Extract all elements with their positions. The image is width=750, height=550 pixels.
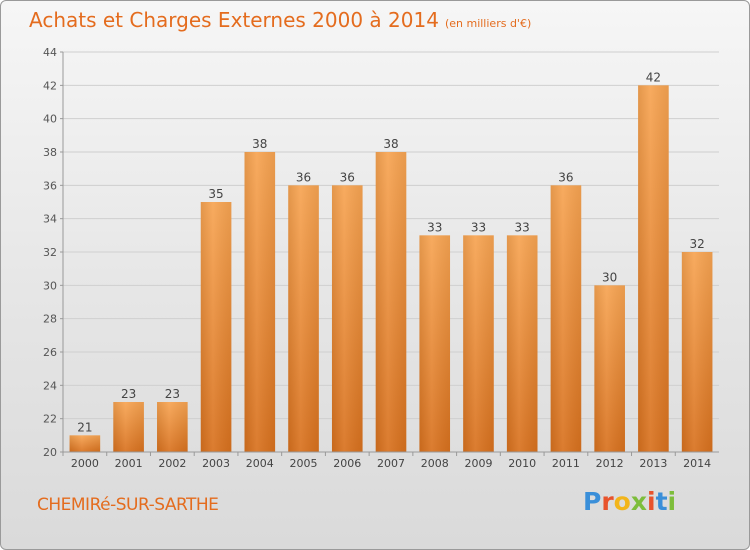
y-tick-label: 30 [43, 279, 57, 292]
x-tick-label: 2007 [377, 457, 405, 470]
bar-shading [506, 235, 538, 452]
bar-shading [200, 202, 232, 452]
bar-shading [157, 402, 188, 452]
x-tick-label: 2002 [158, 457, 186, 470]
data-label: 42 [646, 70, 661, 84]
data-label: 33 [471, 220, 486, 234]
bar-shading [638, 85, 669, 452]
y-tick-label: 36 [43, 179, 57, 192]
logo-letter: P [583, 487, 602, 516]
chart-subtitle: (en milliers d'€) [444, 17, 532, 30]
x-tick-label: 2003 [202, 457, 230, 470]
x-tick-label: 2001 [115, 457, 143, 470]
logo-letter: i [647, 487, 656, 516]
proxiti-logo: Proxiti [583, 487, 676, 516]
x-tick-label: 2009 [464, 457, 492, 470]
data-label: 36 [340, 170, 355, 184]
y-tick-label: 38 [43, 146, 57, 159]
bar-shading [550, 185, 582, 453]
y-tick-label: 44 [43, 46, 57, 59]
y-tick-label: 24 [43, 379, 57, 392]
x-tick-label: 2011 [552, 457, 580, 470]
data-label: 23 [165, 387, 180, 401]
x-tick-label: 2008 [421, 457, 449, 470]
y-tick-label: 20 [43, 446, 57, 459]
chart-title: Achats et Charges Externes 2000 à 2014 (e… [29, 8, 531, 32]
data-label: 23 [121, 387, 136, 401]
data-label: 36 [558, 170, 573, 184]
y-tick-label: 42 [43, 79, 57, 92]
bar-shading [375, 152, 407, 452]
x-tick-label: 2006 [333, 457, 361, 470]
bar-shading [463, 235, 494, 452]
x-tick-label: 2014 [683, 457, 711, 470]
bar-shading [419, 235, 451, 452]
data-label: 21 [77, 420, 92, 434]
data-label: 35 [208, 187, 223, 201]
bar-shading [69, 435, 101, 452]
x-tick-label: 2000 [71, 457, 99, 470]
bar-shading [331, 185, 363, 453]
logo-letter: i [667, 487, 677, 516]
data-label: 36 [296, 170, 311, 184]
x-tick-label: 2010 [508, 457, 536, 470]
data-label: 30 [602, 270, 617, 284]
x-tick-label: 2005 [290, 457, 318, 470]
logo-letter: t [655, 487, 668, 516]
x-tick-label: 2004 [246, 457, 274, 470]
data-label: 33 [515, 220, 530, 234]
data-label: 38 [252, 137, 267, 151]
data-label: 33 [427, 220, 442, 234]
logo-letter: r [601, 487, 614, 516]
bar-shading [288, 185, 319, 453]
y-tick-label: 32 [43, 246, 57, 259]
logo-letter: x [630, 487, 647, 516]
x-tick-label: 2012 [596, 457, 624, 470]
data-label: 38 [383, 137, 398, 151]
chart-title-text: Achats et Charges Externes 2000 à 2014 [29, 8, 439, 32]
bar-shading [113, 402, 144, 452]
y-tick-label: 26 [43, 346, 57, 359]
bar-shading [594, 285, 625, 452]
data-label: 32 [689, 237, 704, 251]
logo-letter: o [613, 487, 631, 516]
y-tick-label: 22 [43, 413, 57, 426]
x-tick-label: 2013 [639, 457, 667, 470]
y-tick-label: 28 [43, 313, 57, 326]
city-name: CHEMIRé-SUR-SARTHE [37, 495, 219, 515]
y-tick-label: 34 [43, 213, 57, 226]
axis-layer: 20 22 24 26 28 30 32 34 36 38 40 42 44 2000 2001 2002 20… [43, 46, 719, 470]
bar-shading [244, 152, 276, 452]
bar-shading [681, 252, 713, 452]
bar-layer: 21 23 23 35 38 36 36 38 33 33 33 36 30 42 32 [69, 70, 713, 453]
y-tick-label: 40 [43, 113, 57, 126]
